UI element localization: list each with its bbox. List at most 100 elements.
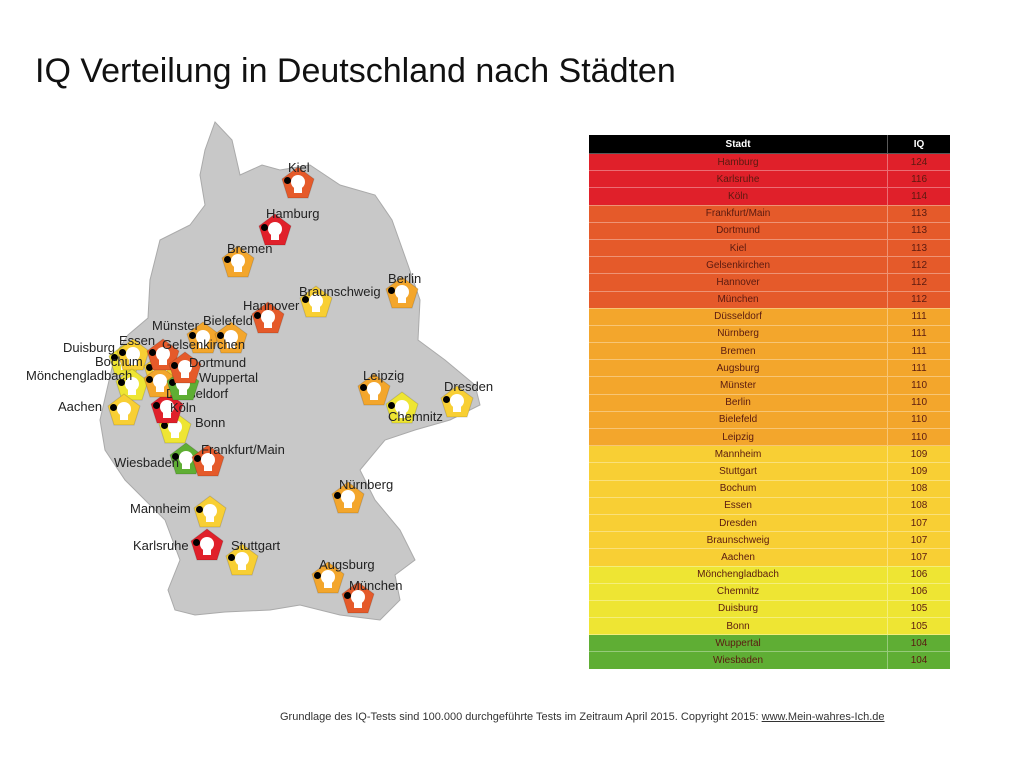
city-cell: Kiel: [589, 238, 888, 257]
city-marker[interactable]: [311, 561, 345, 595]
city-dot: [254, 312, 261, 319]
city-cell: Bremen: [589, 342, 888, 360]
city-label: Mönchengladbach: [26, 368, 133, 383]
iq-cell: 110: [887, 393, 950, 412]
city-cell: Bonn: [589, 617, 888, 635]
city-marker[interactable]: [186, 321, 220, 355]
iq-cell: 111: [887, 342, 950, 360]
brain-head-icon: [221, 245, 255, 278]
table-row: Mönchengladbach 106: [589, 565, 950, 584]
city-label: Gelsenkirchen: [162, 337, 246, 352]
brain-head-icon: [225, 543, 259, 576]
city-marker[interactable]: [385, 391, 419, 425]
city-cell: Wiesbaden: [589, 651, 888, 669]
city-label: Nürnberg: [339, 477, 394, 492]
table-row: Leipzig 110: [589, 427, 950, 446]
footer: Grundlage des IQ-Tests sind 100.000 durc…: [280, 711, 885, 723]
table-row: Dortmund 113: [589, 221, 950, 240]
iq-cell: 124: [887, 152, 950, 171]
iq-cell: 105: [887, 617, 950, 635]
table-row: Berlin 110: [589, 393, 950, 412]
city-cell: Münster: [589, 376, 888, 395]
table-row: Augsburg 111: [589, 359, 950, 377]
header-stadt: Stadt: [589, 135, 888, 154]
city-marker[interactable]: [385, 276, 419, 310]
brain-head-icon: [331, 481, 365, 514]
city-marker[interactable]: [341, 581, 375, 615]
city-dot: [334, 492, 341, 499]
iq-cell: 106: [887, 565, 950, 584]
city-marker[interactable]: [143, 365, 177, 399]
iq-cell: 110: [887, 410, 950, 429]
iq-cell: 104: [887, 651, 950, 669]
city-marker[interactable]: [281, 166, 315, 200]
city-label: Kiel: [288, 160, 310, 175]
iq-cell: 108: [887, 479, 950, 498]
city-cell: Berlin: [589, 393, 888, 412]
city-marker[interactable]: [258, 213, 292, 247]
city-marker[interactable]: [107, 393, 141, 427]
page-title: IQ Verteilung in Deutschland nach Städte…: [35, 52, 676, 90]
city-cell: Stuttgart: [589, 462, 888, 481]
city-label: Augsburg: [319, 557, 375, 572]
iq-cell: 111: [887, 359, 950, 377]
city-cell: Köln: [589, 187, 888, 206]
germany-outline: [99, 121, 481, 621]
city-dot: [228, 554, 235, 561]
city-dot: [169, 379, 176, 386]
table-row: Bochum 108: [589, 479, 950, 498]
city-cell: Frankfurt/Main: [589, 204, 888, 223]
city-label: Berlin: [388, 271, 422, 286]
city-cell: Dortmund: [589, 221, 888, 240]
city-marker[interactable]: [331, 481, 365, 515]
table-row: Gelsenkirchen 112: [589, 256, 950, 274]
city-dot: [146, 376, 153, 383]
brain-head-icon: [385, 391, 419, 424]
city-dot: [443, 396, 450, 403]
city-marker[interactable]: [214, 321, 248, 355]
city-marker[interactable]: [191, 444, 225, 478]
city-label: Bielefeld: [203, 313, 253, 328]
footer-link[interactable]: www.Mein-wahres-Ich.de: [761, 711, 885, 723]
city-marker[interactable]: [168, 351, 202, 385]
city-marker[interactable]: [225, 543, 259, 577]
city-cell: Chemnitz: [589, 582, 888, 601]
iq-cell: 114: [887, 187, 950, 206]
city-label: Bochum: [95, 354, 143, 369]
city-label: Stuttgart: [231, 538, 281, 553]
iq-cell: 112: [887, 273, 950, 291]
city-cell: Leipzig: [589, 427, 888, 446]
city-dot: [388, 287, 395, 294]
city-dot: [189, 332, 196, 339]
city-label: Wiesbaden: [114, 455, 180, 470]
city-dot: [224, 256, 231, 263]
city-marker[interactable]: [116, 338, 150, 372]
table-row: Köln 114: [589, 187, 950, 206]
city-dot: [388, 402, 395, 409]
brain-head-icon: [168, 351, 202, 384]
city-dot: [302, 296, 309, 303]
city-dot: [171, 362, 178, 369]
city-marker[interactable]: [221, 245, 255, 279]
city-dot: [111, 354, 118, 361]
city-dot: [360, 384, 367, 391]
city-dot: [196, 506, 203, 513]
city-marker[interactable]: [158, 411, 192, 445]
city-dot: [146, 364, 153, 371]
city-label: Essen: [119, 333, 156, 348]
brain-head-icon: [191, 444, 225, 477]
brain-head-icon: [299, 285, 333, 318]
city-cell: Hamburg: [589, 152, 888, 171]
city-label: Leipzig: [363, 368, 405, 383]
city-cell: Nürnberg: [589, 324, 888, 343]
city-marker[interactable]: [193, 495, 227, 529]
city-marker[interactable]: [299, 285, 333, 319]
city-dot: [284, 177, 291, 184]
iq-cell: 113: [887, 238, 950, 257]
iq-cell: 109: [887, 445, 950, 463]
city-label: Frankfurt/Main: [201, 442, 285, 457]
brain-head-icon: [190, 528, 224, 561]
city-cell: Hannover: [589, 273, 888, 291]
city-marker[interactable]: [190, 528, 224, 562]
